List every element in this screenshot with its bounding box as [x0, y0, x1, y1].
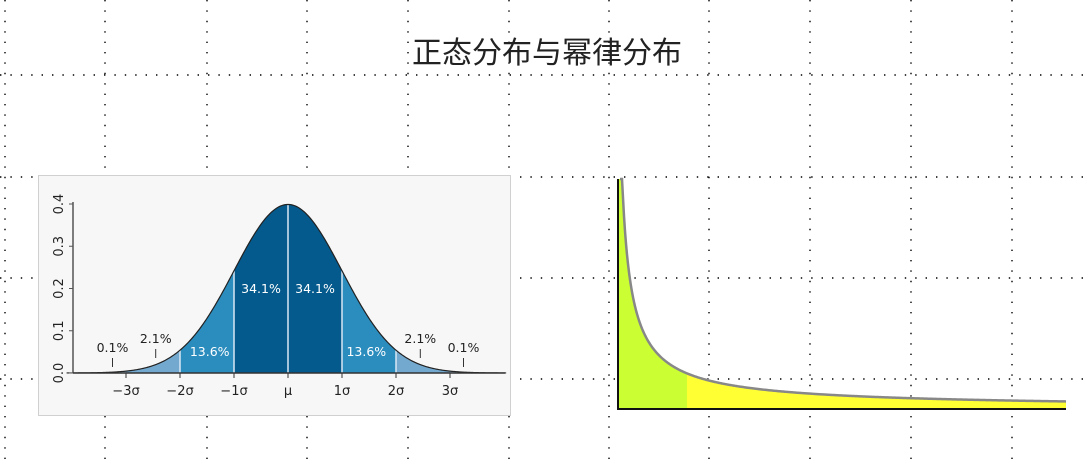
- normal-distribution-chart: 0.0 0.1 0.2 0.3 0.4 −3σ −2σ −1σ μ 1σ 2σ 3σ 34.1% 34.1…: [38, 175, 511, 416]
- x-tick-label: −2σ: [166, 384, 193, 399]
- y-tick-label: 0.3: [52, 236, 67, 257]
- x-tick-label: μ: [284, 384, 292, 399]
- region-label: 13.6%: [346, 344, 386, 359]
- y-tick-label: 0.1: [52, 320, 67, 341]
- region-label: 34.1%: [295, 281, 335, 296]
- head-area: [618, 179, 687, 409]
- region-label: 13.6%: [190, 344, 230, 359]
- x-tick-label: 1σ: [334, 384, 351, 399]
- power-law-curve: [620, 177, 1067, 403]
- region-label: 34.1%: [241, 281, 281, 296]
- y-tick-label: 0.4: [52, 194, 67, 215]
- x-tick-label: −3σ: [112, 384, 139, 399]
- x-tick-label: 2σ: [388, 384, 405, 399]
- x-tick-label: −1σ: [220, 384, 247, 399]
- slide-title: 正态分布与幂律分布: [412, 36, 682, 71]
- x-tick-label: 3σ: [442, 384, 459, 399]
- region-area: [396, 350, 450, 373]
- y-tick-label: 0.0: [52, 363, 67, 384]
- power-law-chart: [617, 177, 1067, 410]
- region-label: 2.1%: [404, 331, 436, 346]
- y-tick-label: 0.2: [52, 278, 67, 299]
- region-label: 0.1%: [448, 340, 480, 355]
- region-label: 0.1%: [97, 340, 129, 355]
- tail-area: [687, 373, 1066, 409]
- region-area: [126, 350, 180, 373]
- normal-curve: [66, 203, 507, 374]
- region-label: 2.1%: [140, 331, 172, 346]
